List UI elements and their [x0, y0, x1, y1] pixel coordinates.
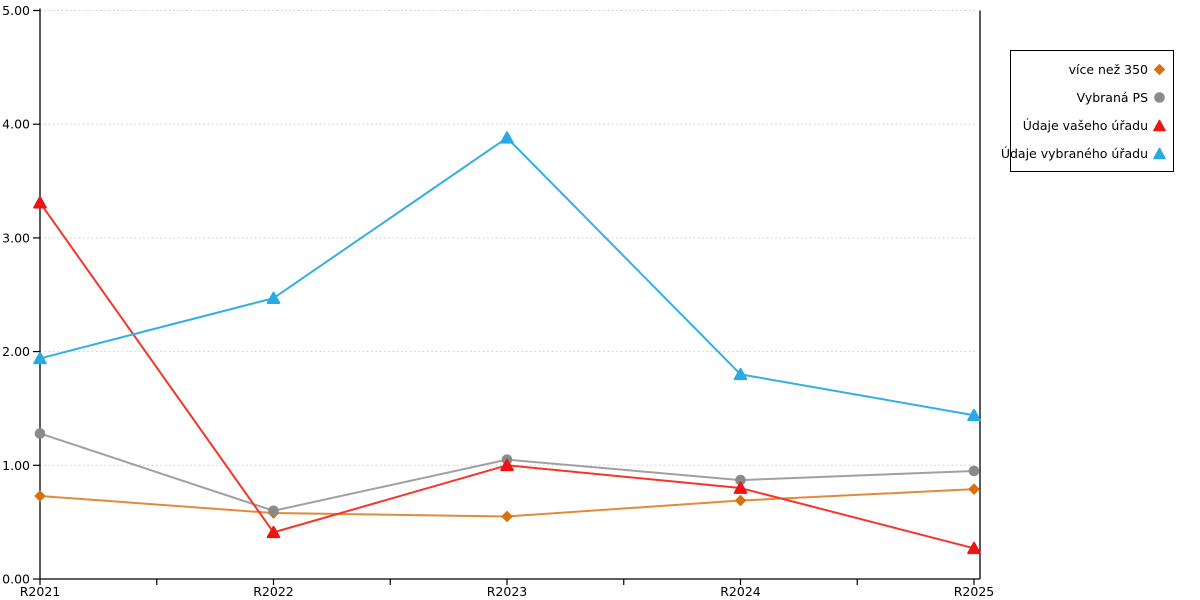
legend-item: více než 350 — [1011, 62, 1173, 77]
data-point-marker — [266, 291, 281, 304]
data-point-marker — [967, 408, 981, 422]
data-point-marker — [500, 458, 514, 472]
data-point-marker — [33, 351, 47, 365]
data-point-marker — [501, 510, 513, 523]
data-point-marker — [734, 494, 747, 507]
data-point-marker — [34, 490, 46, 502]
y-tick-label: 0.00 — [2, 572, 30, 587]
data-point-marker — [266, 525, 281, 539]
legend-item-label: Vybraná PS — [1076, 89, 1148, 105]
data-point-marker — [968, 483, 980, 495]
data-point-marker — [33, 196, 47, 209]
x-tick-label: R2025 — [954, 584, 995, 599]
x-tick-label: R2021 — [20, 584, 61, 599]
series-line — [39, 136, 975, 417]
legend-item-label: Údaje vašeho úřadu — [1022, 117, 1148, 133]
x-tick-label: R2024 — [720, 584, 761, 599]
triangle-legend-icon — [1153, 119, 1166, 131]
diamond-legend-icon — [1153, 63, 1166, 75]
data-point-marker — [968, 465, 980, 477]
data-point-marker — [500, 131, 514, 144]
data-point-marker — [34, 428, 46, 439]
y-tick-label: 3.00 — [2, 230, 30, 245]
x-tick-label: R2023 — [487, 584, 528, 599]
y-tick-label: 1.00 — [2, 458, 30, 473]
y-tick-label: 4.00 — [2, 117, 30, 132]
y-tick-label: 2.00 — [2, 344, 30, 359]
data-point-marker — [733, 367, 748, 381]
legend-item: Údaje vybraného úřadu — [1001, 146, 1173, 161]
legend-item: Údaje vašeho úřadu — [1011, 118, 1173, 133]
legend-item: Vybraná PS — [1011, 90, 1173, 105]
data-point-marker — [733, 481, 748, 494]
data-point-marker — [268, 505, 279, 517]
series-line — [39, 432, 975, 512]
legend-item-label: Údaje vybraného úřadu — [1000, 145, 1148, 161]
data-point-marker — [735, 474, 746, 486]
x-tick-label: R2022 — [253, 584, 294, 599]
triangle-legend-icon — [1153, 147, 1166, 159]
legend-item-label: více než 350 — [1068, 61, 1148, 77]
legend: více než 350 Vybraná PS Údaje vašeho úřadu… — [1001, 50, 1174, 172]
y-tick-label: 5.00 — [2, 3, 30, 18]
data-point-marker — [967, 541, 981, 555]
circle-legend-icon — [1154, 91, 1165, 103]
